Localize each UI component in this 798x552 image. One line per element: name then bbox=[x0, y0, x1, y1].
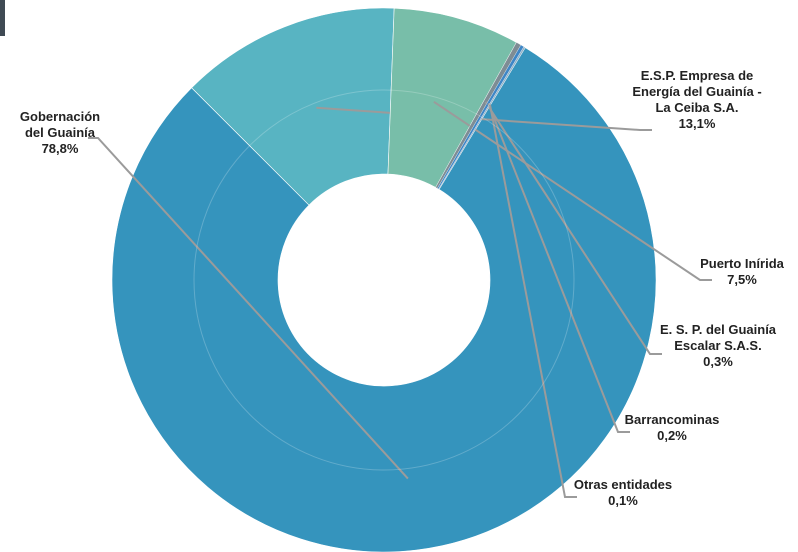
inner-guide-ring bbox=[193, 89, 575, 471]
data-label-name-3: Puerto Inírida bbox=[700, 256, 785, 271]
data-label-value-3: 7,5% bbox=[727, 272, 757, 287]
data-label-name-1: Gobernación bbox=[20, 109, 100, 124]
data-label-value-1: 78,8% bbox=[42, 141, 79, 156]
data-label-value-6: 0,1% bbox=[608, 493, 638, 508]
data-label-value-4: 0,3% bbox=[703, 354, 733, 369]
data-label-name-2: Energía del Guainía - bbox=[632, 84, 761, 99]
leader-line-6 bbox=[488, 104, 577, 498]
donut-slice-6 bbox=[438, 46, 526, 190]
data-label-name-4: E. S. P. del Guainía bbox=[660, 322, 777, 337]
leader-line-1 bbox=[88, 137, 409, 480]
donut-slice-2 bbox=[191, 7, 395, 206]
data-label-value-2: 13,1% bbox=[679, 116, 716, 131]
leader-line-5 bbox=[487, 103, 630, 433]
donut-slice-1 bbox=[111, 47, 657, 552]
data-label-name-6: Otras entidades bbox=[574, 477, 672, 492]
leader-line-4 bbox=[484, 101, 662, 355]
corner-marker bbox=[0, 0, 5, 36]
data-label-name-5: Barrancominas bbox=[625, 412, 720, 427]
data-label-value-5: 0,2% bbox=[657, 428, 687, 443]
data-label-name-4: Escalar S.A.S. bbox=[674, 338, 761, 353]
leader-line-3 bbox=[433, 101, 712, 281]
data-label-name-2: E.S.P. Empresa de bbox=[641, 68, 754, 83]
data-label-name-2: La Ceiba S.A. bbox=[655, 100, 738, 115]
data-label-name-1: del Guainía bbox=[25, 125, 96, 140]
